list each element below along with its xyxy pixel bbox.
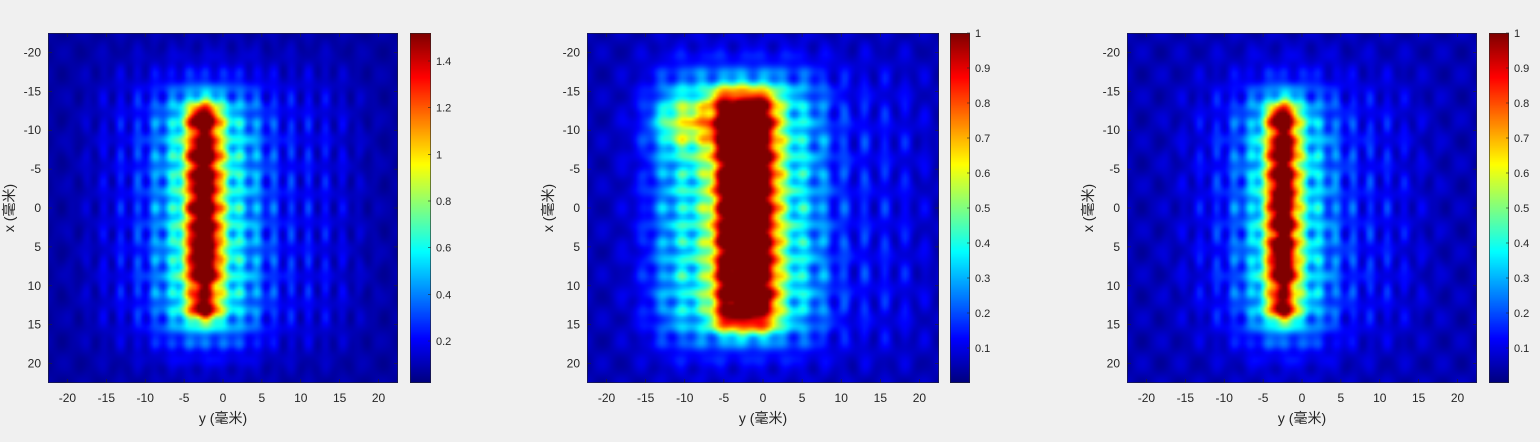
y-tick-label: 5: [34, 240, 41, 254]
x-tick-label: -5: [1258, 391, 1269, 405]
y-tick-label: -10: [563, 123, 581, 137]
y-tick-label: 15: [1107, 318, 1121, 332]
x-tick-label: 15: [333, 391, 347, 405]
x-tick-label: -15: [98, 391, 116, 405]
colorbar: [950, 33, 970, 383]
x-tick-label: 0: [760, 391, 767, 405]
x-tick-label: -15: [1177, 391, 1195, 405]
y-tick-label: 20: [28, 357, 42, 371]
y-tick-label: -10: [1103, 123, 1121, 137]
heatmap-image: [1127, 33, 1477, 383]
colorbar-tick-label: 0.9: [975, 63, 990, 75]
colorbar-tick-label: 0.6: [1514, 168, 1529, 180]
colorbar-tick-label: 0.4: [975, 238, 990, 250]
x-tick-label: -5: [719, 391, 730, 405]
colorbar-tick-label: 1: [1514, 28, 1520, 40]
y-tick-label: 10: [567, 279, 581, 293]
y-tick-label: -5: [1109, 162, 1120, 176]
y-axis-label: x (毫米): [1080, 184, 1096, 232]
colorbar-tick-label: 0.3: [1514, 273, 1529, 285]
y-tick-label: 15: [567, 318, 581, 332]
x-tick-label: -10: [676, 391, 694, 405]
x-tick-label: 10: [835, 391, 849, 405]
colorbar-tick-label: 0.9: [1514, 63, 1529, 75]
colorbar-tick-label: 0.8: [436, 196, 451, 208]
x-axis-label: y (毫米): [1278, 410, 1326, 426]
x-tick-label: 5: [259, 391, 266, 405]
y-tick-label: -5: [569, 162, 580, 176]
x-tick-label: 15: [1412, 391, 1426, 405]
colorbar-tick-label: 0.8: [1514, 98, 1529, 110]
x-tick-label: -15: [637, 391, 655, 405]
y-axis-label: x (毫米): [540, 184, 556, 232]
x-tick-label: -10: [1216, 391, 1234, 405]
x-tick-label: 15: [874, 391, 888, 405]
x-tick-label: 5: [799, 391, 806, 405]
colorbar-tick-label: 1: [975, 28, 981, 40]
x-tick-label: 0: [220, 391, 227, 405]
colorbar-tick-label: 0.4: [1514, 238, 1529, 250]
y-tick-label: 10: [28, 279, 42, 293]
colorbar-tick-label: 0.6: [436, 243, 451, 255]
colorbar-tick-label: 0.7: [975, 133, 990, 145]
y-tick-label: 20: [567, 357, 581, 371]
y-tick-label: 5: [573, 240, 580, 254]
colorbar: [410, 33, 431, 383]
y-tick-label: 20: [1107, 357, 1121, 371]
colorbar-tick-label: 1.2: [436, 103, 451, 115]
colorbar-tick-label: 1.4: [436, 56, 451, 68]
y-tick-label: 15: [28, 318, 42, 332]
x-tick-label: -20: [59, 391, 77, 405]
x-tick-label: -20: [598, 391, 616, 405]
colorbar-tick-label: 0.5: [975, 203, 990, 215]
colorbar-tick-label: 0.1: [975, 343, 990, 355]
x-tick-label: 5: [1338, 391, 1345, 405]
x-tick-label: 0: [1299, 391, 1306, 405]
x-axis-label: y (毫米): [199, 410, 247, 426]
colorbar-tick-label: 0.2: [975, 308, 990, 320]
x-tick-label: -5: [179, 391, 190, 405]
y-tick-label: -20: [563, 45, 581, 59]
colorbar: [1489, 33, 1509, 383]
y-tick-label: 5: [1113, 240, 1120, 254]
y-tick-label: -5: [30, 162, 41, 176]
colorbar-box: [410, 33, 431, 383]
heatmap-panel-2: -20 -15 -10 -5 0 5 10 15 20 -20 -15 -10 -5 0 5 10 15 20 y …: [540, 28, 990, 426]
x-tick-label: 10: [1373, 391, 1387, 405]
y-tick-label: -15: [563, 84, 581, 98]
colorbar-tick-label: 0.2: [436, 336, 451, 348]
colorbar-tick-label: 0.8: [975, 98, 990, 110]
y-tick-label: -20: [24, 45, 42, 59]
y-tick-label: 0: [573, 201, 580, 215]
x-tick-label: 20: [372, 391, 386, 405]
y-axis-label: x (毫米): [1, 184, 17, 232]
y-tick-label: 0: [34, 201, 41, 215]
colorbar-tick-label: 0.1: [1514, 343, 1529, 355]
x-tick-label: -10: [137, 391, 155, 405]
x-tick-label: 20: [1451, 391, 1465, 405]
y-tick-label: -15: [1103, 84, 1121, 98]
heatmap-image: [48, 33, 398, 383]
heatmap-panel-3: -20 -15 -10 -5 0 5 10 15 20 -20 -15 -10 -5 0 5 10 15 20 y …: [1080, 28, 1529, 426]
y-tick-label: -20: [1103, 45, 1121, 59]
y-tick-label: -10: [24, 123, 42, 137]
colorbar-tick-label: 0.5: [1514, 203, 1529, 215]
x-tick-label: 10: [294, 391, 308, 405]
colorbar-tick-label: 0.7: [1514, 133, 1529, 145]
colorbar-tick-label: 0.4: [436, 289, 451, 301]
x-axis-label: y (毫米): [739, 410, 787, 426]
x-tick-label: 20: [913, 391, 927, 405]
colorbar-tick-label: 0.2: [1514, 308, 1529, 320]
y-tick-label: -15: [24, 84, 42, 98]
x-tick-label: -20: [1138, 391, 1156, 405]
colorbar-tick-label: 0.3: [975, 273, 990, 285]
y-tick-label: 10: [1107, 279, 1121, 293]
y-tick-label: 0: [1113, 201, 1120, 215]
heatmap-panel-1: -20 -15 -10 -5 0 5 10 15 20 -20 -15 -10 -5 0 5 10 15 20 y …: [1, 33, 451, 426]
colorbar-tick-label: 1: [436, 149, 442, 161]
colorbar-tick-label: 0.6: [975, 168, 990, 180]
heatmap-image: [587, 33, 939, 383]
